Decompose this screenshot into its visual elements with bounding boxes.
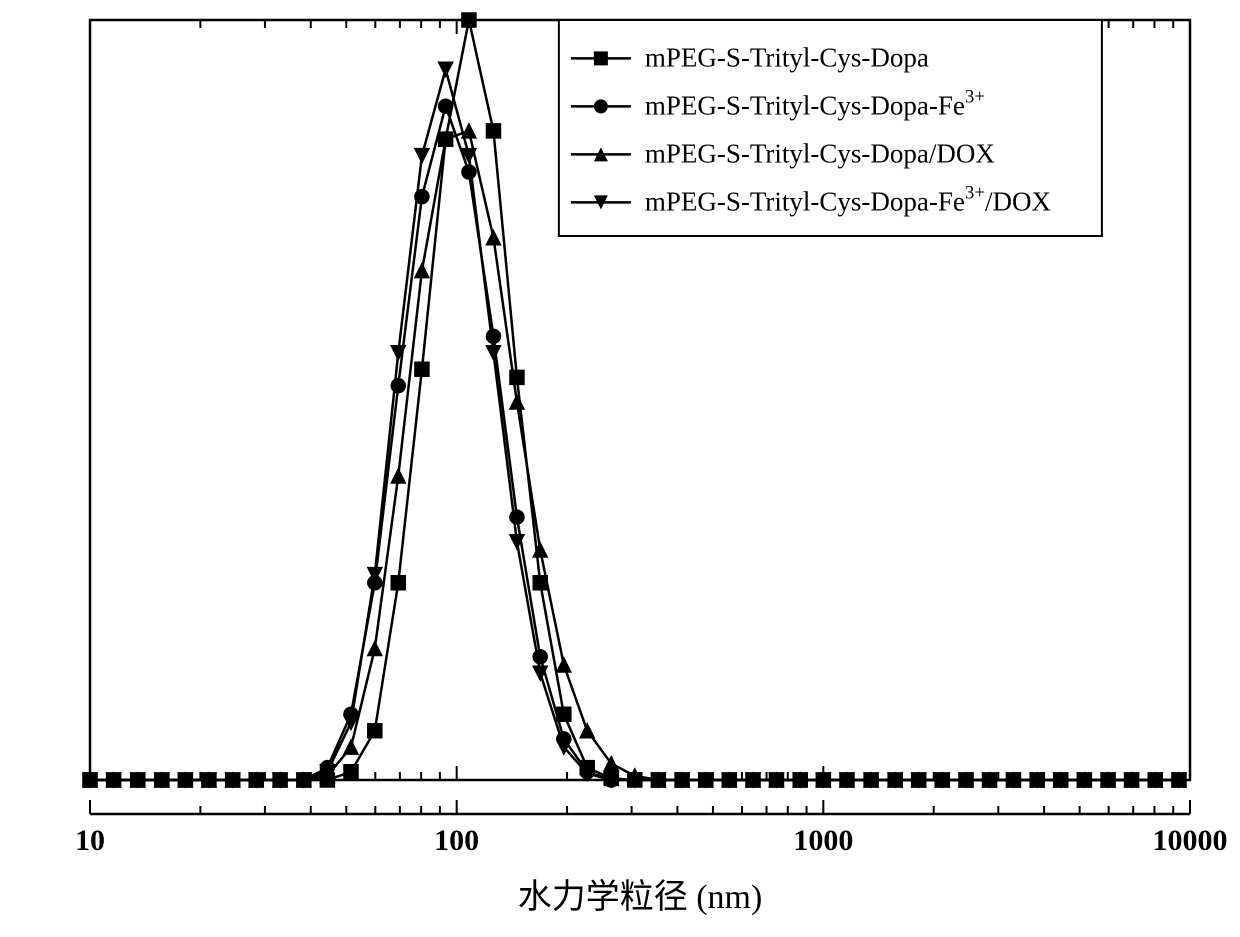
x-tick-label: 10 xyxy=(75,824,105,857)
series-marker xyxy=(439,99,453,113)
series-marker xyxy=(344,765,358,779)
series-marker xyxy=(391,576,405,590)
legend-marker xyxy=(594,51,608,65)
x-tick-label: 10000 xyxy=(1153,824,1228,857)
series-marker xyxy=(462,165,476,179)
legend-label: mPEG-S-Trityl-Cys-Dopa-Fe3+/DOX xyxy=(645,182,1052,216)
series-marker xyxy=(462,13,476,27)
x-axis-label: 水力学粒径 (nm) xyxy=(518,878,763,916)
x-tick-label: 1000 xyxy=(793,824,853,857)
series-marker xyxy=(368,724,382,738)
legend-label: mPEG-S-Trityl-Cys-Dopa xyxy=(645,43,929,73)
x-tick-label: 100 xyxy=(434,824,479,857)
legend-label: mPEG-S-Trityl-Cys-Dopa/DOX xyxy=(645,139,996,169)
legend-marker xyxy=(594,99,608,113)
chart-container: 10 100 1000 10000 水力学粒径 (nm) mPEG-S-Trityl-Cy… xyxy=(0,0,1240,937)
series-marker xyxy=(486,124,500,138)
legend-label: mPEG-S-Trityl-Cys-Dopa-Fe3+ xyxy=(645,86,985,120)
series-marker xyxy=(486,329,500,343)
series-marker xyxy=(415,362,429,376)
dls-chart: 10 100 1000 10000 水力学粒径 (nm) mPEG-S-Trityl-Cy… xyxy=(0,0,1240,937)
